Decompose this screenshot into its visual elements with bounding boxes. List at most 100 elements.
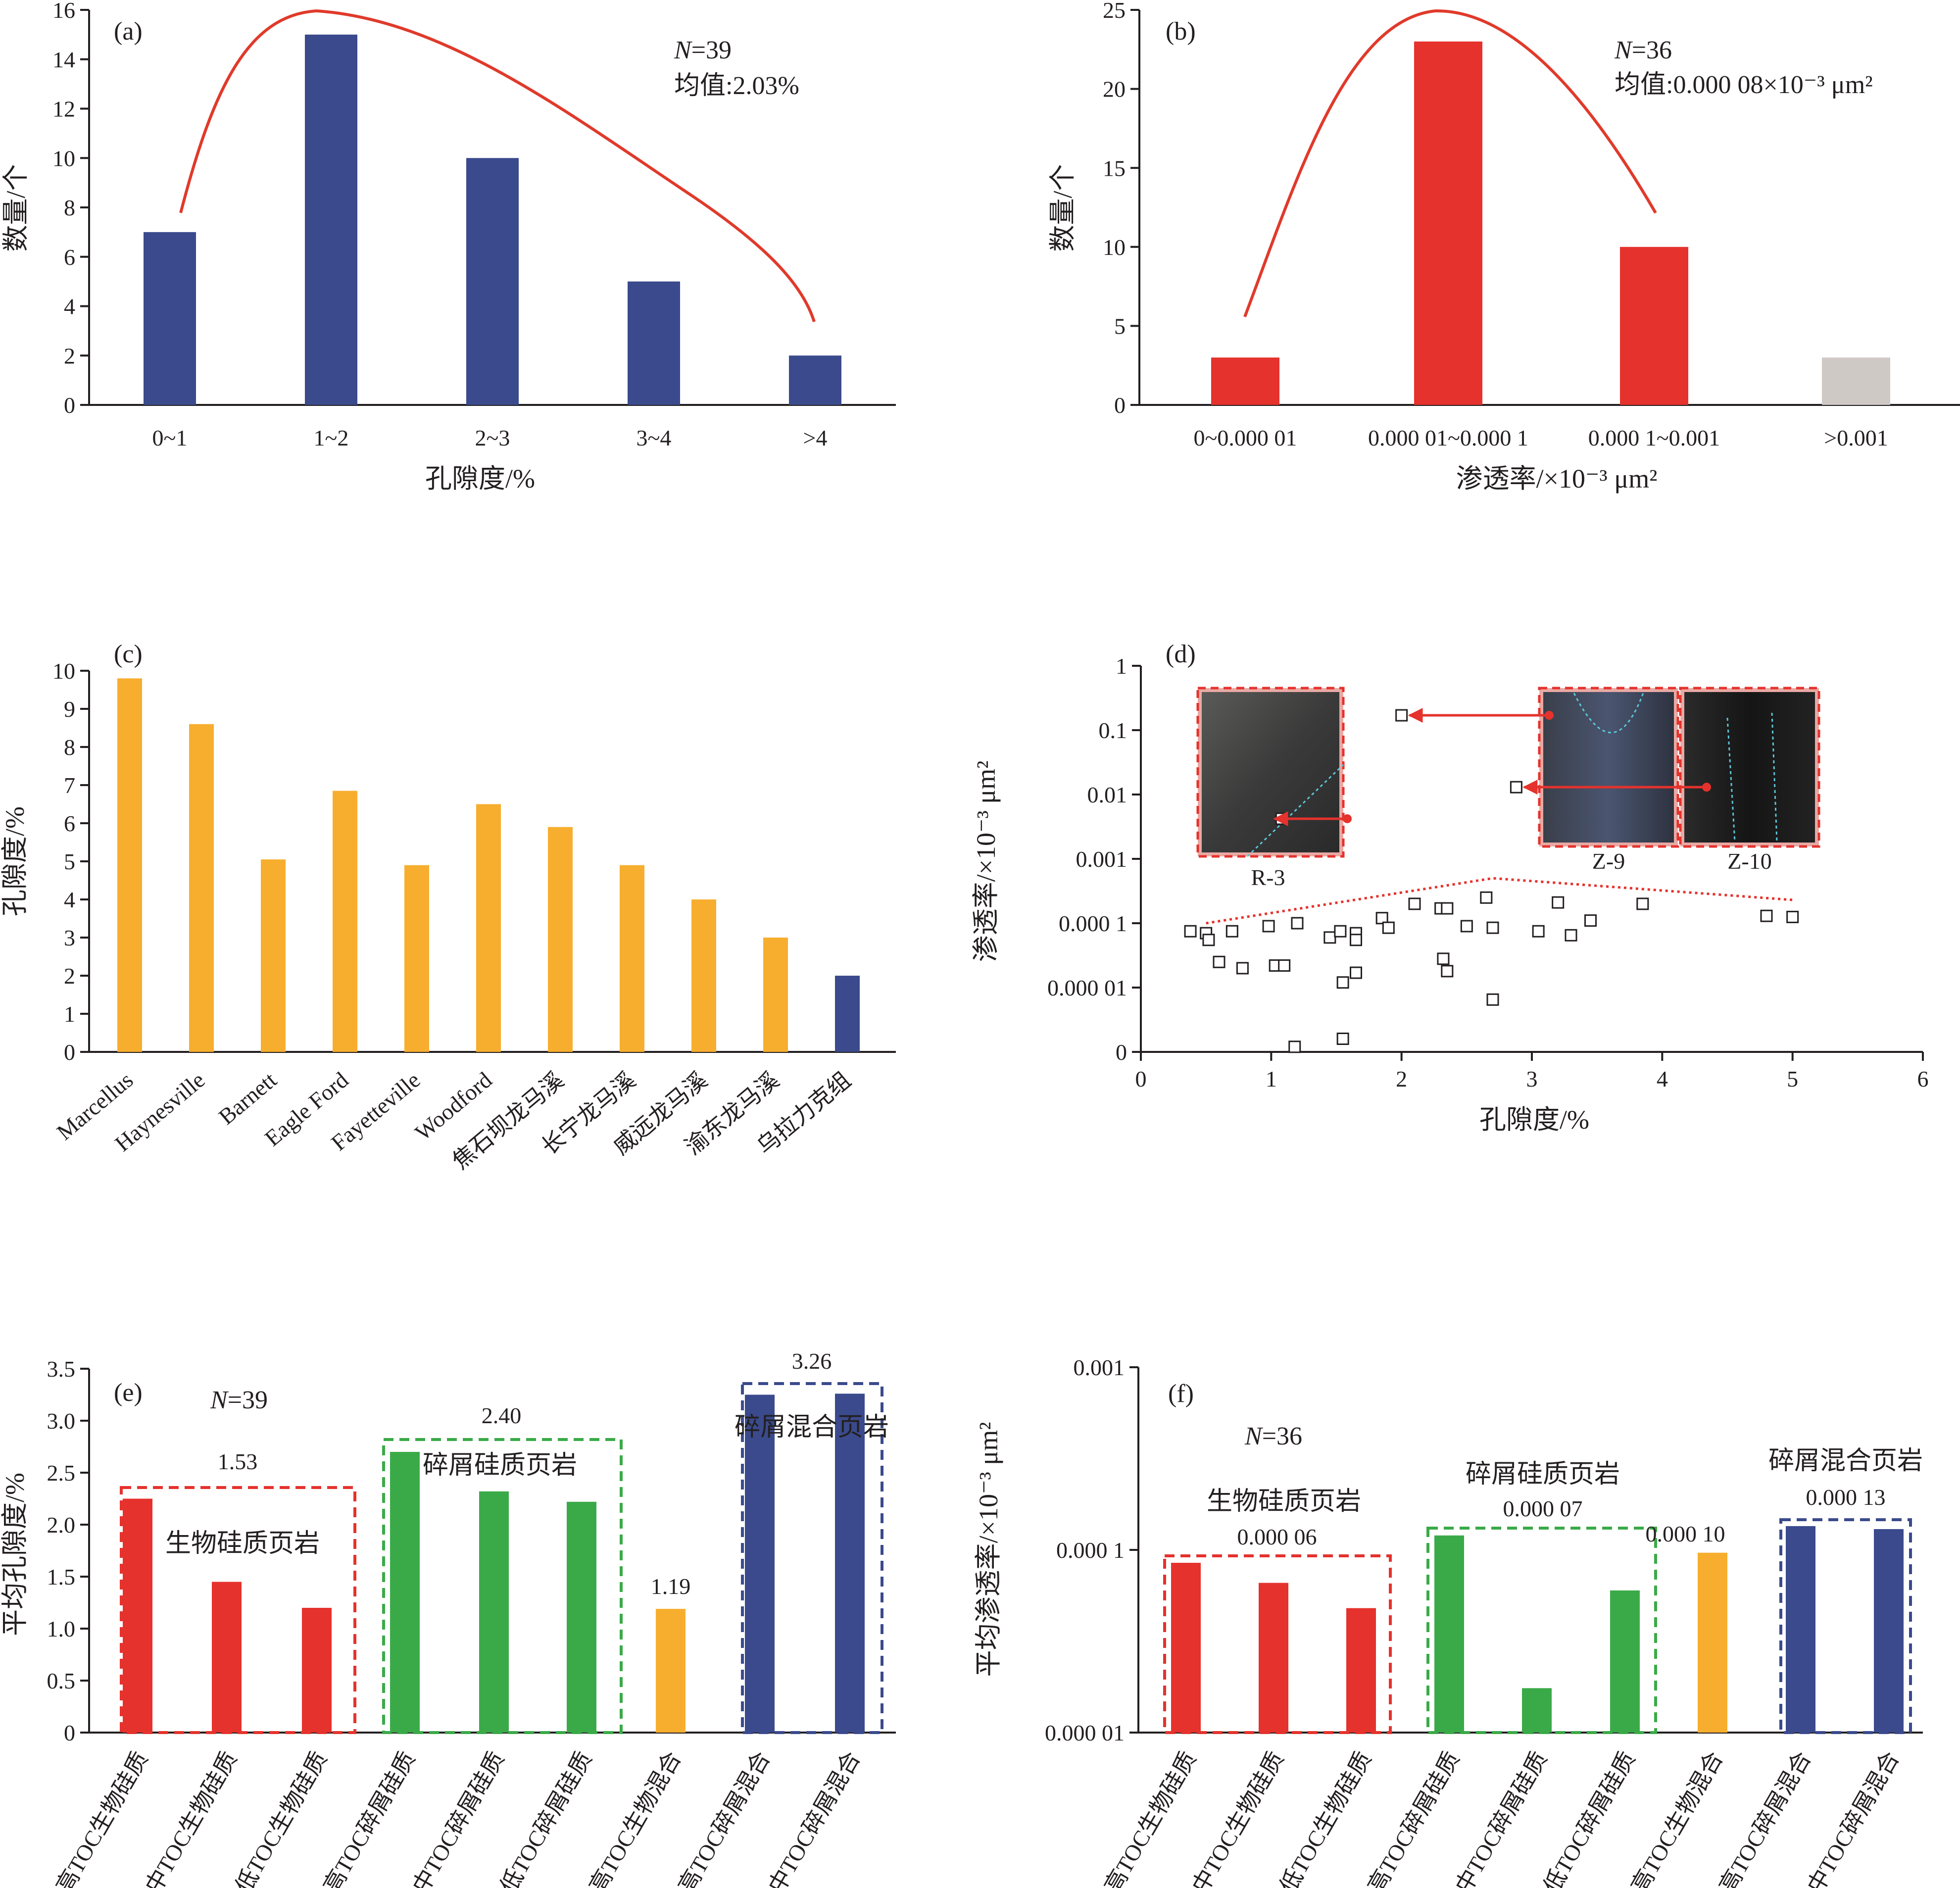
b-x-tick-label: 0~0.000 01 xyxy=(1194,425,1297,450)
d-x-tick-label: 4 xyxy=(1657,1066,1668,1092)
panel-b-permeability-histogram: 0 5 10 15 20 25 0~0.000 01 0.000 01~0.000 1 0.00… xyxy=(1048,0,1960,494)
d-y-tick-label: 0.01 xyxy=(1087,782,1127,807)
a-panel-label: (a) xyxy=(114,17,143,46)
c-bar xyxy=(620,865,644,1052)
d-inset-frame-Z-9 xyxy=(1538,687,1679,848)
c-y-tick-label: 4 xyxy=(64,887,75,912)
b-bar xyxy=(1822,357,1890,405)
c-y-tick-label: 9 xyxy=(64,696,75,722)
c-bar xyxy=(763,938,788,1052)
d-y-tick-label: 0.1 xyxy=(1099,718,1127,743)
d-inset-label: Z-9 xyxy=(1592,848,1625,874)
b-x-tick-label: 0.000 1~0.001 xyxy=(1588,425,1720,450)
e-group-mean: 2.40 xyxy=(482,1403,522,1428)
c-bar xyxy=(691,899,716,1052)
e-y-tick-label: 1.5 xyxy=(47,1564,76,1590)
f-x-tick-label: 高TOC生物混合 xyxy=(1626,1747,1728,1888)
b-annotation-mean: 均值:0.000 08×10⁻³ μm² xyxy=(1615,71,1873,99)
d-x-tick-label: 2 xyxy=(1396,1066,1407,1092)
d-inset-core-R-3 xyxy=(1202,692,1339,852)
b-bar xyxy=(1211,357,1279,405)
c-bar xyxy=(261,859,286,1052)
d-y-tick-label: 1 xyxy=(1116,653,1127,679)
c-x-tick-label: Barnett xyxy=(214,1067,282,1129)
e-y-tick-label: 3.0 xyxy=(47,1408,76,1434)
c-y-tick-label: 2 xyxy=(64,963,75,989)
e-x-tick-label: 高TOC碎屑硅质 xyxy=(319,1747,420,1888)
e-x-tick-label: 高TOC生物硅质 xyxy=(51,1747,153,1888)
d-scatter-point xyxy=(1565,929,1577,942)
d-y-tick-label: 0.001 xyxy=(1076,846,1127,872)
panel-e-mean-porosity-by-lithofacies: 00.51.01.52.02.53.03.5高TOC生物硅质中TOC生物硅质低T… xyxy=(0,1348,896,1888)
f-group-mean: 0.000 06 xyxy=(1237,1524,1317,1549)
c-bar xyxy=(835,976,860,1052)
d-scatter-point xyxy=(1350,966,1362,979)
e-bar xyxy=(212,1582,242,1733)
e-group-mean: 3.26 xyxy=(792,1348,832,1374)
c-bar xyxy=(117,678,142,1052)
d-scatter-point xyxy=(1460,920,1473,933)
f-bar xyxy=(1434,1535,1464,1733)
b-x-tick-label: 0.000 01~0.000 1 xyxy=(1368,425,1528,450)
f-group-mean: 0.000 07 xyxy=(1503,1496,1583,1521)
f-x-tick-label: 低TOC碎屑硅质 xyxy=(1539,1747,1640,1888)
a-annotation-n: N=39 xyxy=(674,36,732,64)
e-bar xyxy=(390,1452,420,1733)
e-x-tick-label: 高TOC生物混合 xyxy=(585,1747,686,1888)
f-group-mean: 0.000 13 xyxy=(1806,1485,1886,1510)
f-y-tick-label: 0.001 xyxy=(1074,1355,1125,1380)
f-y-label: 平均渗透率/×10⁻³ μm² xyxy=(974,1422,1003,1677)
d-scatter-point xyxy=(1408,897,1421,910)
d-inset-fracture-line xyxy=(1573,693,1644,734)
d-inset-frame-Z-10 xyxy=(1679,687,1820,848)
d-scatter-point xyxy=(1437,952,1450,965)
f-x-tick-label: 高TOC碎屑混合 xyxy=(1715,1747,1816,1888)
f-bar xyxy=(1346,1608,1376,1733)
a-y-tick-label: 6 xyxy=(64,245,75,270)
a-bar xyxy=(628,281,680,405)
d-scatter-point xyxy=(1552,896,1565,909)
a-bar xyxy=(466,158,519,405)
f-y-tick-label: 0.000 01 xyxy=(1045,1720,1125,1745)
d-inset-label: R-3 xyxy=(1251,865,1285,890)
b-bar xyxy=(1620,247,1688,405)
e-group-box xyxy=(120,1486,356,1734)
d-inset-fracture-line xyxy=(1726,712,1778,842)
a-y-tick-label: 14 xyxy=(52,47,75,72)
e-group-name: 碎屑硅质页岩 xyxy=(423,1451,577,1480)
f-group-box xyxy=(1779,1518,1912,1734)
e-y-tick-label: 1.0 xyxy=(47,1616,76,1641)
e-x-tick-label: 低TOC生物硅质 xyxy=(231,1747,332,1888)
c-bar xyxy=(189,724,214,1052)
e-x-tick-label: 低TOC碎屑硅质 xyxy=(495,1747,597,1888)
c-bar xyxy=(404,865,429,1052)
d-scatter-point xyxy=(1486,921,1499,934)
d-scatter-point xyxy=(1486,993,1499,1006)
d-scatter-point xyxy=(1184,925,1197,938)
e-group-name: 碎屑混合页岩 xyxy=(735,1413,889,1441)
a-bar xyxy=(144,232,196,405)
a-bar xyxy=(789,355,841,405)
e-panel-label: (e) xyxy=(114,1379,143,1407)
f-x-tick-label: 高TOC生物硅质 xyxy=(1100,1747,1201,1888)
b-x-tick-label: >0.001 xyxy=(1824,425,1888,450)
e-group-name: 生物硅质页岩 xyxy=(165,1530,320,1558)
f-bar xyxy=(1698,1552,1727,1733)
d-scatter-point xyxy=(1532,925,1545,938)
d-scatter-point xyxy=(1441,902,1454,915)
c-y-label: 孔隙度/% xyxy=(0,806,30,916)
d-scatter-point xyxy=(1636,897,1649,910)
e-y-label: 平均孔隙度/% xyxy=(0,1473,30,1636)
d-y-tick-label: 0 xyxy=(1116,1040,1127,1065)
a-x-tick-label: 1~2 xyxy=(314,425,349,450)
a-y-tick-label: 16 xyxy=(52,0,75,23)
e-group-box xyxy=(382,1438,623,1734)
f-x-tick-label: 中TOC碎屑硅质 xyxy=(1451,1747,1552,1888)
b-y-tick-label: 25 xyxy=(1103,0,1126,23)
e-y-tick-label: 3.5 xyxy=(47,1356,76,1382)
d-scatter-point xyxy=(1395,709,1408,722)
d-scatter-point xyxy=(1202,934,1215,946)
d-inset-fracture-line xyxy=(1246,764,1344,857)
b-y-label: 数量/个 xyxy=(1048,164,1078,251)
